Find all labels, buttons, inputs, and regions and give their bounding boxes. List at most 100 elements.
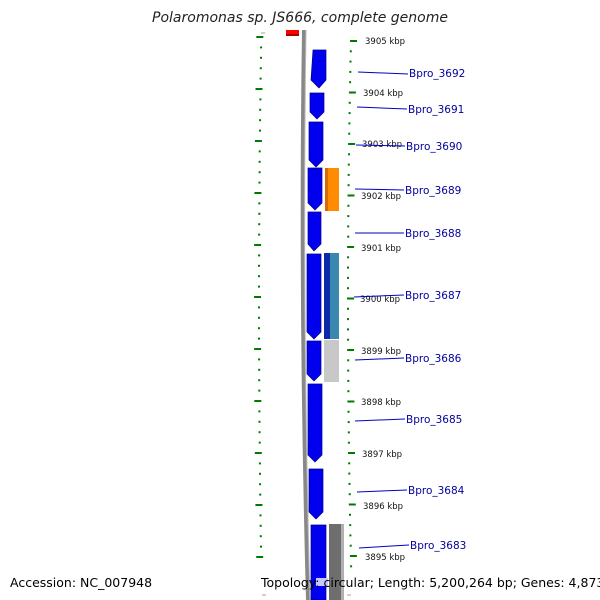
ruler-minor-tick (260, 46, 263, 49)
ruler-minor-tick (258, 379, 261, 382)
gene-label-bpro-3689[interactable]: Bpro_3689 (405, 185, 461, 197)
gene-label-bpro-3686[interactable]: Bpro_3686 (405, 353, 462, 365)
gene-arrow[interactable] (306, 253, 322, 340)
feature-lightgray (324, 340, 339, 382)
ruler-minor-tick (347, 328, 349, 331)
feature-orange-shade (325, 168, 328, 211)
feature-red-marker-shade (286, 34, 299, 36)
accession-text: Accession: NC_007948 (10, 575, 153, 590)
genome-backbone (300, 29, 310, 600)
ruler-minor-tick (258, 181, 261, 184)
gene-label-bpro-3690[interactable]: Bpro_3690 (406, 141, 462, 153)
ruler-minor-tick (259, 129, 261, 132)
leader-line (356, 106, 408, 110)
gene-label-bpro-3687[interactable]: Bpro_3687 (405, 290, 461, 302)
ruler-minor-tick (259, 524, 262, 527)
ruler-minor-tick (259, 472, 261, 475)
ruler-minor-tick (347, 441, 350, 444)
ruler-minor-tick (348, 493, 351, 496)
ruler-minor-tick (260, 545, 262, 548)
gene-arrow[interactable] (307, 211, 322, 252)
right-ruler-ticks (347, 40, 357, 568)
ruler-minor-tick (347, 256, 350, 259)
ruler-major-tick (254, 244, 262, 246)
ruler-minor-tick (347, 390, 350, 393)
ruler-minor-tick (347, 225, 350, 228)
ruler-minor-tick (349, 60, 352, 63)
gene-label-bpro-3685[interactable]: Bpro_3685 (406, 414, 462, 426)
leader-line (354, 357, 405, 361)
ruler-major-tick (347, 297, 354, 300)
ruler-minor-tick (349, 513, 351, 516)
ruler-minor-tick (259, 108, 262, 111)
ruler-minor-tick (258, 337, 260, 340)
ruler-minor-tick (258, 275, 260, 278)
gene-arrow[interactable] (308, 121, 324, 168)
ruler-minor-tick (347, 421, 350, 424)
ruler-minor-tick (347, 359, 350, 362)
ruler-major-tick (254, 192, 262, 194)
gene-arrow[interactable] (307, 167, 323, 211)
kbp-label-group: 3905 kbp 3904 kbp 3903 kbp 3902 kbp 3901… (360, 37, 405, 563)
ruler-major-tick (350, 40, 357, 42)
feature-teal-inner (324, 253, 330, 339)
ruler-minor-tick (259, 67, 262, 70)
gene-label-bpro-3683[interactable]: Bpro_3683 (410, 540, 466, 552)
ruler-minor-tick (349, 70, 352, 73)
ruler-major-tick (254, 140, 262, 142)
gene-arrow-faded (316, 578, 328, 586)
ruler-minor-tick (347, 235, 350, 238)
leader-line (356, 489, 408, 493)
ruler-major-tick (347, 194, 355, 197)
gene-label-bpro-3684[interactable]: Bpro_3684 (408, 485, 465, 497)
ruler-major-tick (254, 296, 261, 298)
ruler-minor-tick (259, 535, 262, 538)
leader-line (355, 144, 406, 147)
gene-label-bpro-3692[interactable]: Bpro_3692 (409, 68, 465, 80)
ruler-minor-tick (348, 112, 351, 115)
ruler-minor-tick (258, 462, 261, 465)
ruler-minor-tick (258, 420, 261, 423)
ruler-major-tick (347, 349, 355, 351)
ruler-minor-tick (347, 163, 350, 166)
kbp-label: 3903 kbp (362, 140, 402, 150)
ruler-minor-tick (260, 56, 262, 59)
ruler-minor-tick (258, 212, 261, 215)
ruler-minor-tick (258, 233, 261, 236)
ruler-minor-tick (347, 215, 350, 218)
leader-line (354, 188, 405, 191)
ruler-major-tick (347, 400, 355, 403)
ruler-minor-tick (258, 368, 261, 371)
ruler-minor-tick (258, 306, 260, 309)
ruler-minor-tick (348, 472, 351, 475)
ruler-major-tick (256, 556, 264, 558)
ruler-minor-tick (258, 327, 260, 330)
gene-label-bpro-3691[interactable]: Bpro_3691 (408, 104, 464, 116)
gene-arrow[interactable] (308, 468, 324, 520)
top-marker-left (261, 32, 265, 34)
gene-arrow[interactable] (310, 49, 327, 89)
kbp-label: 3897 kbp (362, 450, 402, 460)
ruler-major-tick (348, 503, 356, 506)
map-title: Polaromonas sp. JS666, complete genome (152, 10, 448, 26)
ruler-minor-tick (347, 338, 350, 341)
ruler-minor-tick (349, 50, 352, 53)
gene-arrow[interactable] (307, 383, 323, 463)
ruler-minor-tick (347, 318, 349, 321)
gene-arrow[interactable] (309, 92, 325, 120)
ruler-minor-tick (348, 101, 351, 104)
ruler-minor-tick (258, 150, 261, 153)
gene-arrow[interactable] (306, 340, 322, 382)
leader-line (354, 418, 406, 422)
ruler-major-tick (256, 36, 264, 38)
ruler-minor-tick (347, 369, 350, 372)
feature-darkgray-highlight (341, 524, 344, 600)
ruler-minor-tick (259, 483, 262, 486)
ruler-minor-tick (348, 122, 351, 125)
ruler-minor-tick (259, 98, 262, 101)
gene-label-bpro-3688[interactable]: Bpro_3688 (405, 228, 461, 240)
gene-label-group: Bpro_3692 Bpro_3691 Bpro_3690 Bpro_3689 … (405, 68, 466, 552)
ruler-minor-tick (347, 410, 350, 413)
ruler-minor-tick (347, 307, 349, 310)
